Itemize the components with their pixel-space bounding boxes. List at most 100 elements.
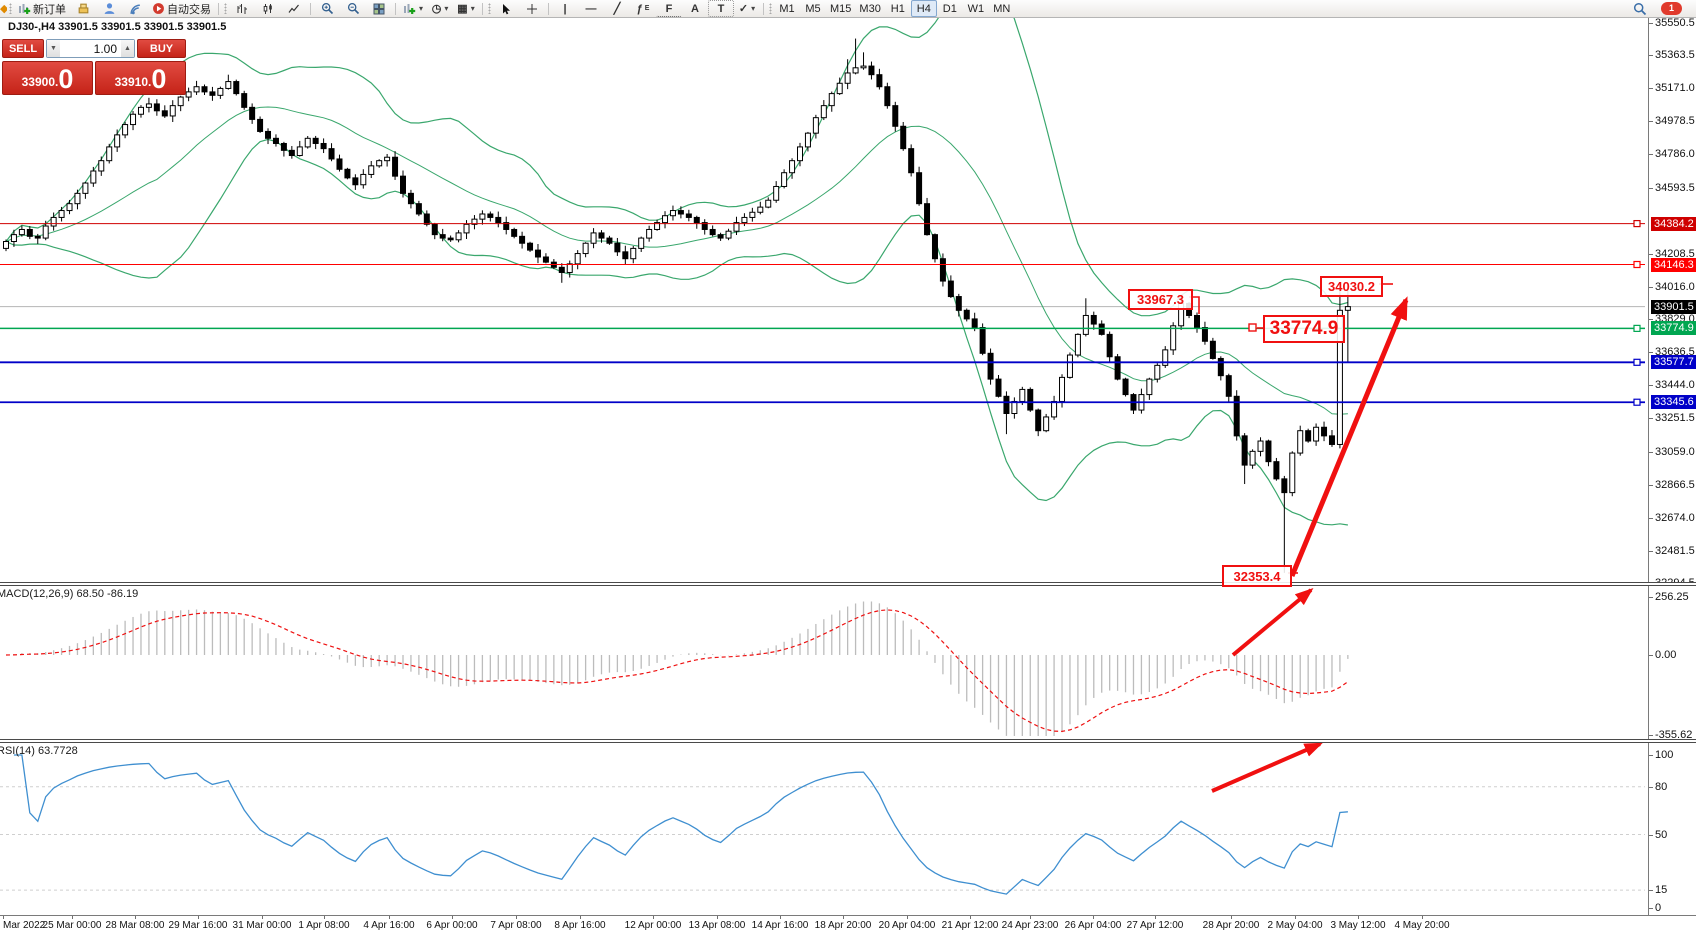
signals-button[interactable] bbox=[122, 0, 148, 17]
sell-price: 33900. bbox=[21, 75, 59, 89]
trend-arrows bbox=[1211, 296, 1409, 793]
timeframe-mn[interactable]: MN bbox=[993, 2, 1011, 15]
trendline-tool[interactable]: ╱ bbox=[613, 3, 621, 15]
macd-axis-tick: 0.00 bbox=[1655, 649, 1677, 661]
candlestick-icon bbox=[263, 3, 272, 14]
candlestick-chart-button[interactable] bbox=[255, 0, 281, 17]
profile-button[interactable] bbox=[96, 0, 122, 17]
rsi-axis-tick: 15 bbox=[1655, 884, 1668, 897]
time-axis-label: Mar 2022 bbox=[3, 920, 46, 931]
instruments-button[interactable] bbox=[70, 0, 96, 17]
dropdown-arrow-icon: ▾ bbox=[444, 4, 449, 13]
volume-decrease-button[interactable]: ▼ bbox=[47, 40, 60, 57]
time-axis-label: 27 Apr 12:00 bbox=[1126, 920, 1184, 931]
horizontal-line-tool[interactable]: — bbox=[585, 2, 597, 15]
bar-chart-icon bbox=[237, 3, 247, 14]
zoom-out-button[interactable] bbox=[340, 0, 366, 17]
bar-chart-button[interactable] bbox=[229, 0, 255, 17]
timeframe-m30[interactable]: M30 bbox=[859, 2, 881, 15]
time-axis-label: 7 Apr 08:00 bbox=[490, 920, 542, 931]
sell-price-big-digit: 0 bbox=[58, 64, 74, 94]
price-line-label: 33345.6 bbox=[1651, 395, 1696, 410]
crosshair-tool-button[interactable] bbox=[519, 0, 545, 17]
line-chart-icon bbox=[288, 4, 299, 13]
price-axis-tick: 35363.5 bbox=[1655, 49, 1695, 62]
line-chart-button[interactable] bbox=[281, 0, 307, 17]
macd-axis-tick: -355.62 bbox=[1655, 729, 1693, 742]
periods-button[interactable]: ◷ ▾ bbox=[427, 0, 453, 17]
autotrading-label: 自动交易 bbox=[167, 3, 211, 16]
zoom-in-icon bbox=[321, 2, 333, 15]
time-axis[interactable]: Mar 2022 25 Mar 00:00 28 Mar 08:00 29 Mar 1… bbox=[0, 915, 1696, 936]
text-tool[interactable]: A bbox=[691, 2, 699, 15]
timeframe-h4[interactable]: H4 bbox=[910, 0, 937, 17]
arrows-tool[interactable]: ✓ ▾ bbox=[734, 0, 760, 17]
time-axis-label: 4 Apr 16:00 bbox=[363, 920, 415, 931]
buy-button[interactable]: BUY bbox=[137, 39, 186, 58]
notifications-badge[interactable]: 1 bbox=[1661, 2, 1682, 15]
rsi-axis-tick: 50 bbox=[1655, 828, 1668, 841]
search-icon bbox=[1633, 2, 1647, 15]
timeframe-m5[interactable]: M5 bbox=[805, 2, 821, 15]
price-annotation-label[interactable]: 33967.3 bbox=[1128, 289, 1193, 310]
vertical-line-tool[interactable]: | bbox=[563, 2, 567, 15]
gold-box-icon bbox=[78, 3, 88, 14]
price-axis-tick: 33444.0 bbox=[1655, 379, 1695, 392]
profile-icon bbox=[104, 3, 114, 14]
zoom-in-button[interactable] bbox=[314, 0, 340, 17]
autotrading-button[interactable]: 自动交易 bbox=[148, 0, 215, 17]
buy-price-button[interactable]: 33910. 0 bbox=[95, 61, 186, 95]
clock-icon: ◷ bbox=[431, 3, 442, 15]
time-axis-label: 3 May 12:00 bbox=[1330, 920, 1386, 931]
price-line-label: 33577.7 bbox=[1651, 355, 1696, 370]
timeframe-m1[interactable]: M1 bbox=[779, 2, 795, 15]
time-axis-label: 2 May 04:00 bbox=[1267, 920, 1323, 931]
price-annotation-label[interactable]: 33774.9 bbox=[1263, 315, 1345, 343]
timeframe-h1[interactable]: H1 bbox=[890, 2, 905, 15]
dropdown-arrow-icon: ▾ bbox=[751, 4, 756, 13]
fibonacci-tool[interactable]: F bbox=[656, 0, 683, 17]
chart-title: DJ30-,H4 33901.5 33901.5 33901.5 33901.5 bbox=[8, 21, 227, 33]
volume-input[interactable]: 1.00 bbox=[93, 41, 117, 56]
macd-signal-line bbox=[5, 609, 1349, 733]
volume-spinner[interactable]: ▼ 1.00 ▲ bbox=[46, 39, 135, 58]
sell-price-button[interactable]: 33900. 0 bbox=[2, 61, 93, 95]
volume-increase-button[interactable]: ▲ bbox=[121, 40, 134, 57]
signal-icon bbox=[129, 4, 140, 15]
rsi-panel-separator[interactable] bbox=[0, 739, 1696, 743]
timeframe-d1[interactable]: D1 bbox=[942, 2, 957, 15]
price-line-label: 33774.9 bbox=[1651, 321, 1696, 336]
price-axis-tick: 34978.5 bbox=[1655, 115, 1695, 128]
price-axis-tick: 32674.0 bbox=[1655, 511, 1695, 524]
price-annotation-label[interactable]: 34030.2 bbox=[1320, 276, 1383, 297]
price-axis[interactable]: 35550.5 35363.5 35171.0 34978.5 34786.0 34593… bbox=[1648, 17, 1696, 915]
sell-button[interactable]: SELL bbox=[2, 39, 44, 58]
time-axis-label: 29 Mar 16:00 bbox=[168, 920, 228, 931]
new-order-label: 新订单 bbox=[33, 3, 66, 16]
tile-windows-button[interactable] bbox=[366, 0, 392, 17]
price-axis-tick: 34593.5 bbox=[1655, 181, 1695, 194]
indicators-button[interactable]: ▾ bbox=[399, 0, 427, 17]
time-axis-label: 31 Mar 00:00 bbox=[232, 920, 292, 931]
new-order-button[interactable]: 新订单 bbox=[14, 0, 70, 17]
text-label-tool[interactable]: T bbox=[708, 0, 735, 17]
crosshair-icon bbox=[527, 3, 538, 14]
time-axis-label: 18 Apr 20:00 bbox=[814, 920, 872, 931]
price-axis-tick: 33251.5 bbox=[1655, 412, 1695, 425]
rsi-line bbox=[13, 754, 1348, 895]
cursor-tool-button[interactable] bbox=[493, 0, 519, 17]
timeframe-w1[interactable]: W1 bbox=[967, 2, 985, 15]
templates-button[interactable]: ▦ ▾ bbox=[453, 0, 479, 17]
chart-canvas[interactable] bbox=[0, 17, 1648, 915]
cursor-icon bbox=[503, 3, 511, 14]
price-annotation-label[interactable]: 32353.4 bbox=[1222, 565, 1292, 587]
macd-axis-tick: 256.25 bbox=[1655, 591, 1689, 603]
macd-panel-separator[interactable] bbox=[0, 582, 1696, 586]
time-axis-label: 1 Apr 08:00 bbox=[298, 920, 350, 931]
rsi-indicator-label: RSI(14) 63.7728 bbox=[0, 745, 78, 757]
price-line-label: 34146.3 bbox=[1651, 257, 1696, 272]
new-order-icon bbox=[19, 4, 31, 14]
search-button[interactable] bbox=[1627, 0, 1653, 17]
timeframe-m15[interactable]: M15 bbox=[830, 2, 852, 15]
